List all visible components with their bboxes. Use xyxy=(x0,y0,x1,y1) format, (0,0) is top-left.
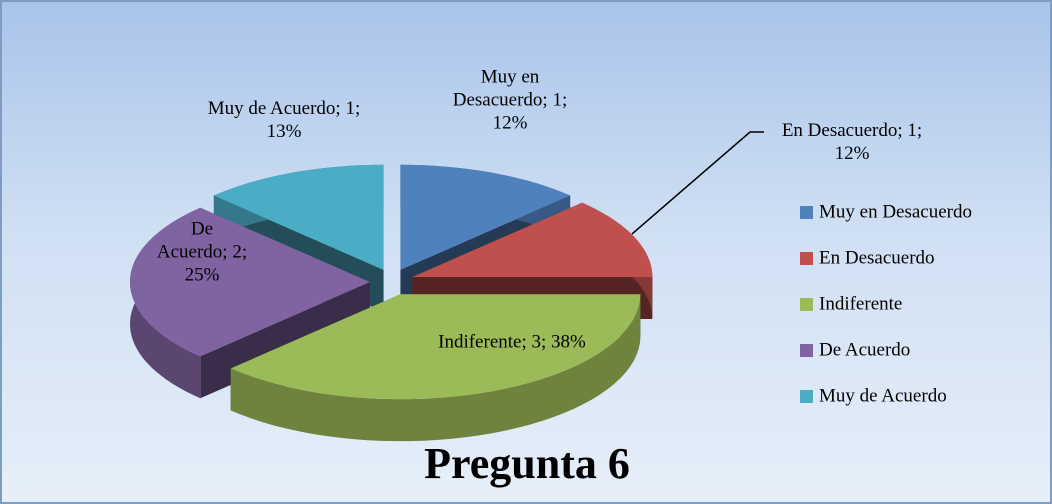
slice xyxy=(213,164,384,270)
legend-label: En Desacuerdo xyxy=(819,247,935,268)
data-label: En Desacuerdo; 1; 12% xyxy=(781,120,923,164)
data-label: De Acuerdo; 2; 25% xyxy=(156,218,248,286)
legend-label: Muy de Acuerdo xyxy=(819,385,947,406)
slice xyxy=(400,164,571,270)
legend-label: Muy en Desacuerdo xyxy=(819,201,972,222)
data-label: Muy en Desacuerdo; 1; 12% xyxy=(452,66,568,134)
legend-swatch xyxy=(800,206,813,219)
slice xyxy=(230,294,641,400)
legend-swatch xyxy=(800,252,813,265)
legend-label: De Acuerdo xyxy=(819,339,910,360)
legend-label: Indiferente xyxy=(819,293,902,314)
legend-swatch xyxy=(800,298,813,311)
legend-swatch xyxy=(800,390,813,403)
chart-title: Pregunta 6 xyxy=(424,439,630,488)
slice xyxy=(412,202,653,277)
slice xyxy=(130,207,370,357)
legend-swatch xyxy=(800,344,813,357)
leader-line xyxy=(631,131,764,235)
slice-side xyxy=(230,294,641,442)
data-label: Indiferente; 3; 38% xyxy=(438,331,586,353)
data-label: Muy de Acuerdo; 1; 13% xyxy=(207,98,361,142)
